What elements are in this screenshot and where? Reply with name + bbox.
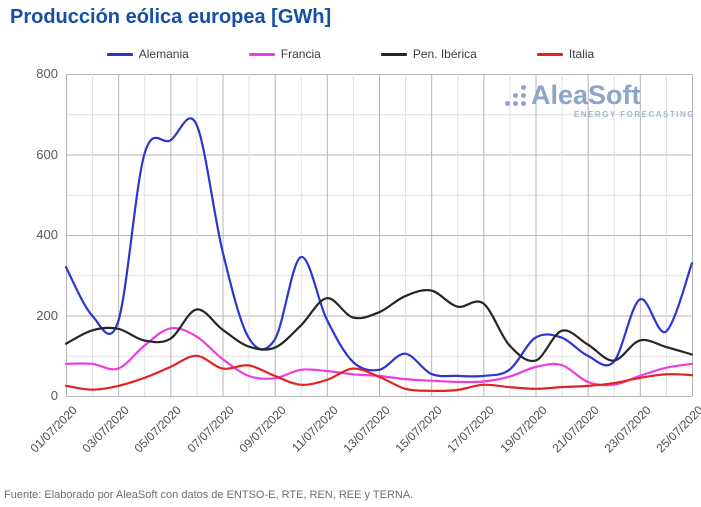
source-note: Fuente: Elaborado por AleaSoft con datos… xyxy=(4,489,414,501)
chart-canvas xyxy=(64,74,694,397)
plot-area: AleaSoft ENERGY FORECASTING xyxy=(64,74,695,397)
series-line-italia xyxy=(64,354,694,392)
y-tick-label: 200 xyxy=(36,307,58,323)
chart-title: Producción eólica europea [GWh] xyxy=(10,6,332,28)
chart-legend: Alemania Francia Pen. Ibérica Italia xyxy=(0,47,701,61)
legend-swatch xyxy=(380,52,407,56)
legend-swatch xyxy=(536,52,563,56)
legend-swatch xyxy=(106,52,133,56)
legend-label: Alemania xyxy=(138,47,189,61)
legend-swatch xyxy=(248,52,275,56)
y-tick-label: 0 xyxy=(50,388,58,403)
series-line-pen-ib-rica xyxy=(64,289,694,363)
y-tick-label: 600 xyxy=(36,146,58,162)
legend-label: Italia xyxy=(568,47,595,61)
legend-item-italia: Italia xyxy=(536,47,595,61)
y-tick-label: 400 xyxy=(36,227,58,242)
aleasoft-brand-text: AleaSoft xyxy=(531,80,641,110)
aleasoft-logo-dots-icon xyxy=(505,85,526,106)
aleasoft-tagline: ENERGY FORECASTING xyxy=(573,110,695,119)
aleasoft-watermark: AleaSoft ENERGY FORECASTING xyxy=(505,82,695,119)
series-line-alemania xyxy=(64,117,694,378)
legend-item-francia: Francia xyxy=(248,47,321,61)
legend-item-pen-ib-rica: Pen. Ibérica xyxy=(380,47,477,61)
legend-label: Pen. Ibérica xyxy=(412,47,477,61)
y-tick-label: 800 xyxy=(36,66,58,81)
legend-item-alemania: Alemania xyxy=(106,47,189,61)
legend-label: Francia xyxy=(280,47,321,61)
